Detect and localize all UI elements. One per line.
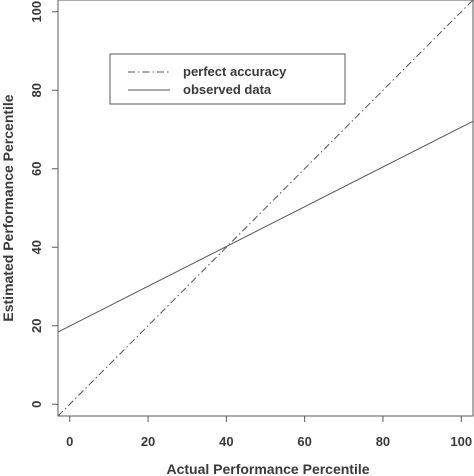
x-tick-label: 20 — [141, 434, 155, 449]
x-tick-label: 60 — [297, 434, 311, 449]
legend-label-2: observed data — [183, 82, 272, 97]
x-tick-label: 40 — [219, 434, 233, 449]
series-layer — [57, 0, 474, 417]
legend: perfect accuracy observed data — [109, 53, 346, 105]
series-line-1 — [57, 0, 474, 417]
y-axis: 0 20 40 60 80 100 — [29, 1, 58, 408]
y-tick-label: 0 — [29, 401, 44, 408]
legend-box — [109, 53, 346, 105]
legend-label-1: perfect accuracy — [183, 64, 287, 79]
plot-frame — [57, 0, 474, 417]
y-tick-label: 60 — [29, 162, 44, 176]
x-axis: 0 20 40 60 80 100 — [66, 416, 472, 449]
x-axis-label: Actual Performance Percentile — [166, 461, 369, 476]
y-tick-label: 40 — [29, 240, 44, 254]
y-axis-label: Estimated Performance Percentile — [0, 94, 16, 321]
x-tick-label: 80 — [376, 434, 390, 449]
y-tick-label: 80 — [29, 83, 44, 97]
y-tick-label: 100 — [29, 1, 44, 23]
series-line-2 — [57, 120, 474, 333]
x-tick-label: 0 — [66, 434, 73, 449]
x-tick-label: 100 — [450, 434, 472, 449]
y-tick-label: 20 — [29, 319, 44, 333]
